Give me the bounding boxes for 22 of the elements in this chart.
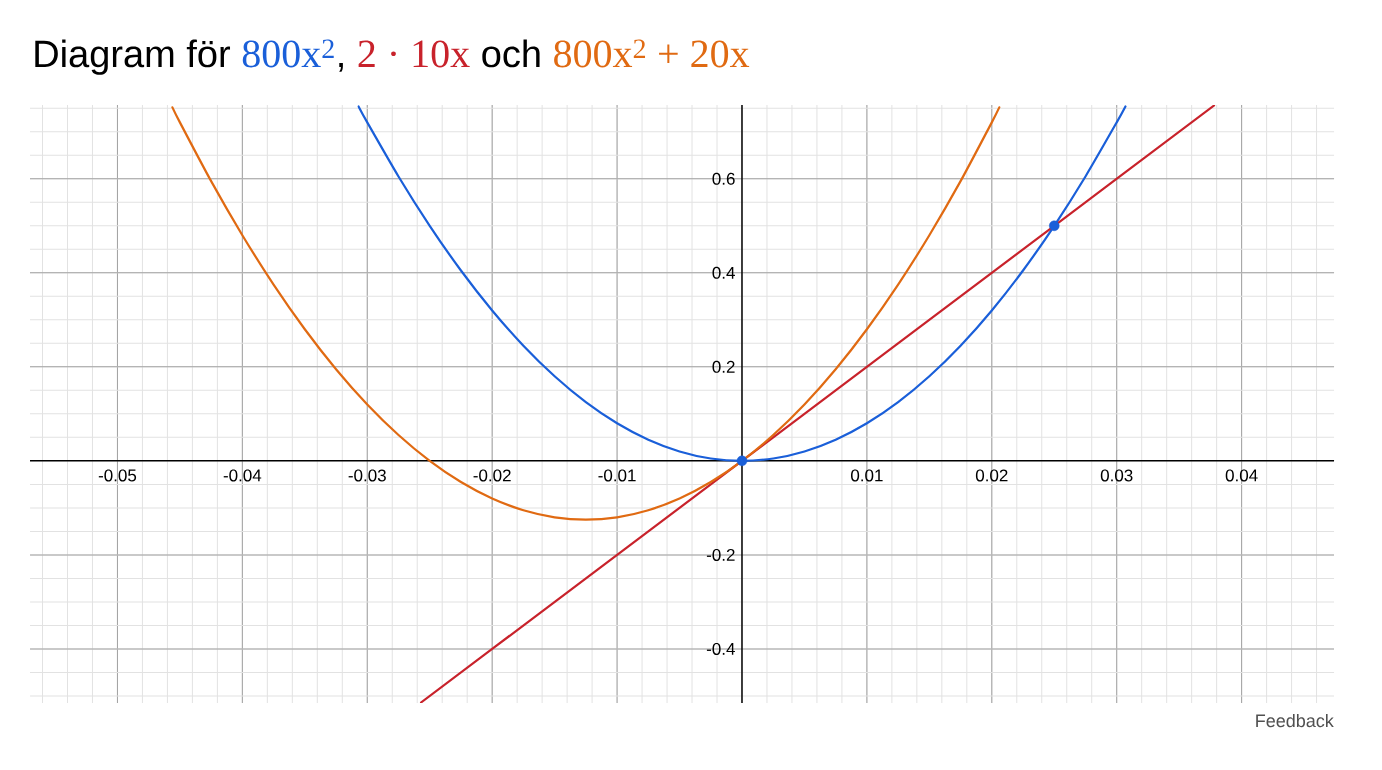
y-tick-label: 0.6 xyxy=(712,172,735,185)
text: , xyxy=(339,62,343,72)
text: Feedback xyxy=(1256,713,1334,728)
x-tick-label: -0.03 xyxy=(348,469,386,482)
text: 2 · 10x xyxy=(358,40,470,68)
x-tick-label: 0.04 xyxy=(1225,469,1258,482)
line-series xyxy=(419,104,1216,703)
text: 800x$^{2}$ + 20x xyxy=(554,39,750,68)
y-tick-label: -0.2 xyxy=(706,548,735,561)
x-tick-label: -0.05 xyxy=(98,469,137,482)
x-tick-label: -0.02 xyxy=(473,469,511,482)
chart-title: Diagram för xyxy=(35,39,231,75)
x-tick-label: -0.04 xyxy=(223,469,262,482)
text: och xyxy=(482,39,540,68)
x-tick-label: 0.03 xyxy=(1100,469,1133,482)
y-tick-label: 0.2 xyxy=(712,360,735,373)
y-tick-label: 0.4 xyxy=(712,266,735,279)
series-label: 800x$^{2}$ xyxy=(242,39,334,68)
x-tick-label: -0.01 xyxy=(598,469,636,482)
x-tick-label: 0.02 xyxy=(975,469,1008,482)
x-tick-label: 0.01 xyxy=(851,469,883,482)
y-tick-label: -0.4 xyxy=(706,642,735,655)
